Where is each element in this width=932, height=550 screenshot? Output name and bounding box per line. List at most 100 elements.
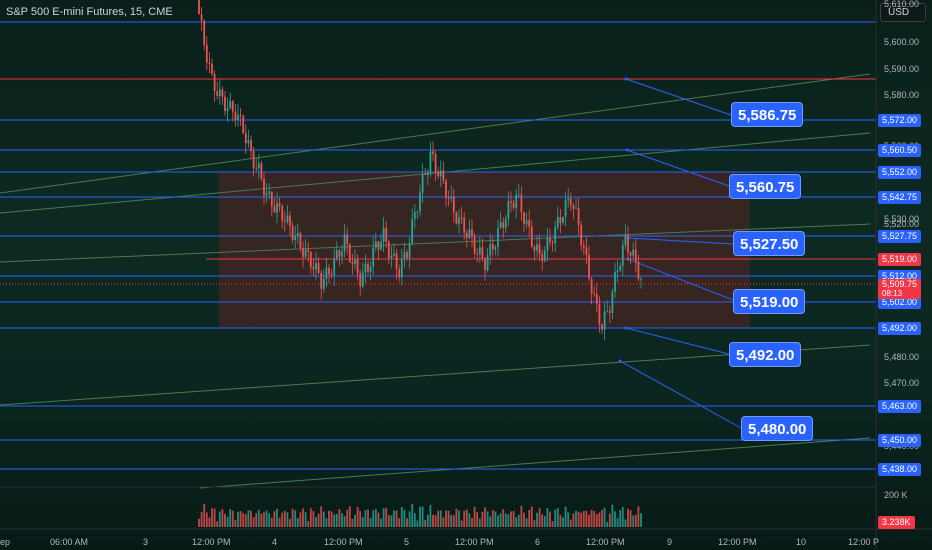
candle-body xyxy=(450,196,453,199)
volume-bar xyxy=(229,509,232,527)
price-tick-label: 5,470.00 xyxy=(884,378,920,388)
volume-bar xyxy=(286,512,289,527)
level-price-label: 5,450.00 xyxy=(878,434,922,447)
current-price-value: 5,509.75 xyxy=(882,279,918,289)
candle-body xyxy=(299,232,302,248)
candle-body xyxy=(211,63,213,74)
candle-body xyxy=(588,254,590,279)
candle-body xyxy=(556,217,559,227)
volume-current-label: 3.238K xyxy=(878,516,915,529)
trend-line xyxy=(0,344,871,406)
volume-bar xyxy=(330,511,333,527)
candle-body xyxy=(421,173,424,193)
candle-body xyxy=(481,247,484,259)
candle-body xyxy=(387,241,390,258)
candle-body xyxy=(333,258,336,276)
candle-body xyxy=(265,193,268,196)
volume-bar xyxy=(530,506,533,527)
candle-body xyxy=(203,20,206,45)
candle-body xyxy=(343,234,346,252)
volume-bar xyxy=(611,504,614,527)
candle-body xyxy=(276,203,278,213)
candle-body xyxy=(328,267,330,275)
volume-bar xyxy=(406,518,408,527)
candle-body xyxy=(229,100,232,109)
level-price-label: 5,492.00 xyxy=(878,322,922,335)
volume-bar xyxy=(634,514,637,527)
volume-bar xyxy=(333,514,336,527)
volume-bar xyxy=(445,510,447,527)
volume-bar xyxy=(234,519,237,527)
candle-body xyxy=(364,263,367,273)
time-tick-label: 9 xyxy=(667,537,673,547)
candle-body xyxy=(515,194,518,208)
callout-anchor xyxy=(625,148,629,152)
level-price-label: 5,560.50 xyxy=(878,144,922,157)
candle-body xyxy=(400,259,403,278)
candle-body xyxy=(413,211,416,220)
volume-bar xyxy=(603,507,606,527)
price-callout[interactable]: 5,527.50 xyxy=(733,231,806,256)
candle-body xyxy=(304,249,307,257)
candle-body xyxy=(411,219,414,244)
candle-body xyxy=(403,252,406,260)
candle-body xyxy=(325,267,328,279)
candle-body xyxy=(231,100,234,112)
volume-bar xyxy=(309,508,312,527)
volume-bar xyxy=(502,509,505,527)
price-callout[interactable]: 5,560.75 xyxy=(729,174,802,199)
volume-bar xyxy=(273,511,276,527)
price-callout[interactable]: 5,519.00 xyxy=(733,289,806,314)
candle-body xyxy=(541,254,544,262)
candle-body xyxy=(569,198,572,206)
candle-body xyxy=(198,0,200,15)
volume-bar xyxy=(491,510,494,527)
candle-body xyxy=(502,222,505,228)
volume-bar xyxy=(291,508,294,527)
price-tick-label: 5,480.00 xyxy=(884,352,920,362)
price-callout[interactable]: 5,480.00 xyxy=(741,416,814,441)
time-tick-label: 12:00 PM xyxy=(455,537,494,547)
candle-body xyxy=(372,247,375,267)
candle-body xyxy=(380,242,382,250)
time-tick-label: 5 xyxy=(404,537,410,547)
volume-bar xyxy=(564,506,567,527)
volume-bar xyxy=(361,517,364,527)
price-callout[interactable]: 5,586.75 xyxy=(731,102,804,127)
candle-body xyxy=(374,241,377,248)
candle-body xyxy=(377,241,380,250)
volume-bar xyxy=(510,511,512,527)
price-callout[interactable]: 5,492.00 xyxy=(729,342,802,367)
candle-body xyxy=(460,217,463,219)
candle-body xyxy=(582,245,585,248)
candle-body xyxy=(273,206,276,213)
candle-body xyxy=(575,207,577,209)
candle-body xyxy=(439,170,442,177)
candle-body xyxy=(283,220,286,223)
candle-body xyxy=(221,89,224,97)
volume-bar xyxy=(551,521,554,527)
volume-bar xyxy=(572,513,575,527)
candle-body xyxy=(354,259,356,265)
current-price-label: 5,509.75 08:13 xyxy=(878,279,922,299)
price-tick-label: 5,590.00 xyxy=(884,64,920,74)
volume-bar xyxy=(265,510,268,527)
volume-bar xyxy=(494,511,497,527)
currency-button[interactable]: USD xyxy=(880,3,926,22)
volume-bar xyxy=(562,517,564,527)
candle-body xyxy=(244,133,247,144)
candle-body xyxy=(471,229,473,237)
volume-bar xyxy=(614,511,616,527)
volume-bar xyxy=(252,517,255,527)
candle-body xyxy=(356,259,359,274)
volume-bar xyxy=(393,510,395,527)
volume-bar xyxy=(411,503,414,527)
volume-bar xyxy=(328,510,330,527)
candle-body xyxy=(572,205,575,209)
volume-bar xyxy=(312,511,315,527)
callout-anchor xyxy=(624,326,628,330)
candle-body xyxy=(543,250,546,262)
volume-bar xyxy=(237,511,239,527)
